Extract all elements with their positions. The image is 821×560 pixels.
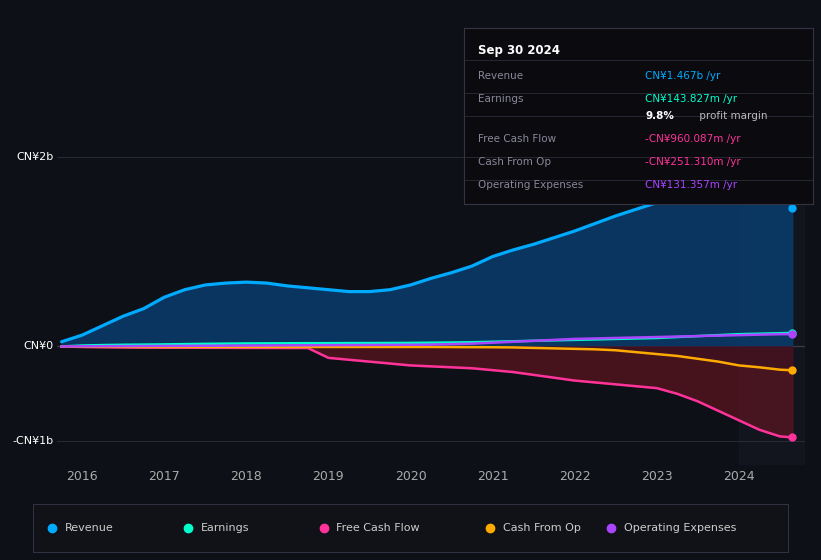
Text: -CN¥960.087m /yr: -CN¥960.087m /yr <box>645 134 741 144</box>
Text: profit margin: profit margin <box>696 111 768 121</box>
Text: -CN¥251.310m /yr: -CN¥251.310m /yr <box>645 157 741 167</box>
Text: Sep 30 2024: Sep 30 2024 <box>478 44 560 57</box>
Text: Earnings: Earnings <box>200 523 249 533</box>
Text: Free Cash Flow: Free Cash Flow <box>478 134 556 144</box>
Text: CN¥1.467b /yr: CN¥1.467b /yr <box>645 71 721 81</box>
Text: Revenue: Revenue <box>478 71 523 81</box>
Text: 9.8%: 9.8% <box>645 111 674 121</box>
Text: Revenue: Revenue <box>65 523 113 533</box>
Bar <box>739 129 809 465</box>
Text: Operating Expenses: Operating Expenses <box>623 523 736 533</box>
Text: Operating Expenses: Operating Expenses <box>478 180 583 190</box>
Text: -CN¥1b: -CN¥1b <box>12 436 53 446</box>
Text: Cash From Op: Cash From Op <box>502 523 580 533</box>
Text: Earnings: Earnings <box>478 94 523 104</box>
Text: CN¥131.357m /yr: CN¥131.357m /yr <box>645 180 737 190</box>
Text: CN¥0: CN¥0 <box>24 342 53 352</box>
Text: CN¥2b: CN¥2b <box>16 152 53 162</box>
Text: CN¥143.827m /yr: CN¥143.827m /yr <box>645 94 737 104</box>
Text: Free Cash Flow: Free Cash Flow <box>337 523 420 533</box>
Text: Cash From Op: Cash From Op <box>478 157 551 167</box>
